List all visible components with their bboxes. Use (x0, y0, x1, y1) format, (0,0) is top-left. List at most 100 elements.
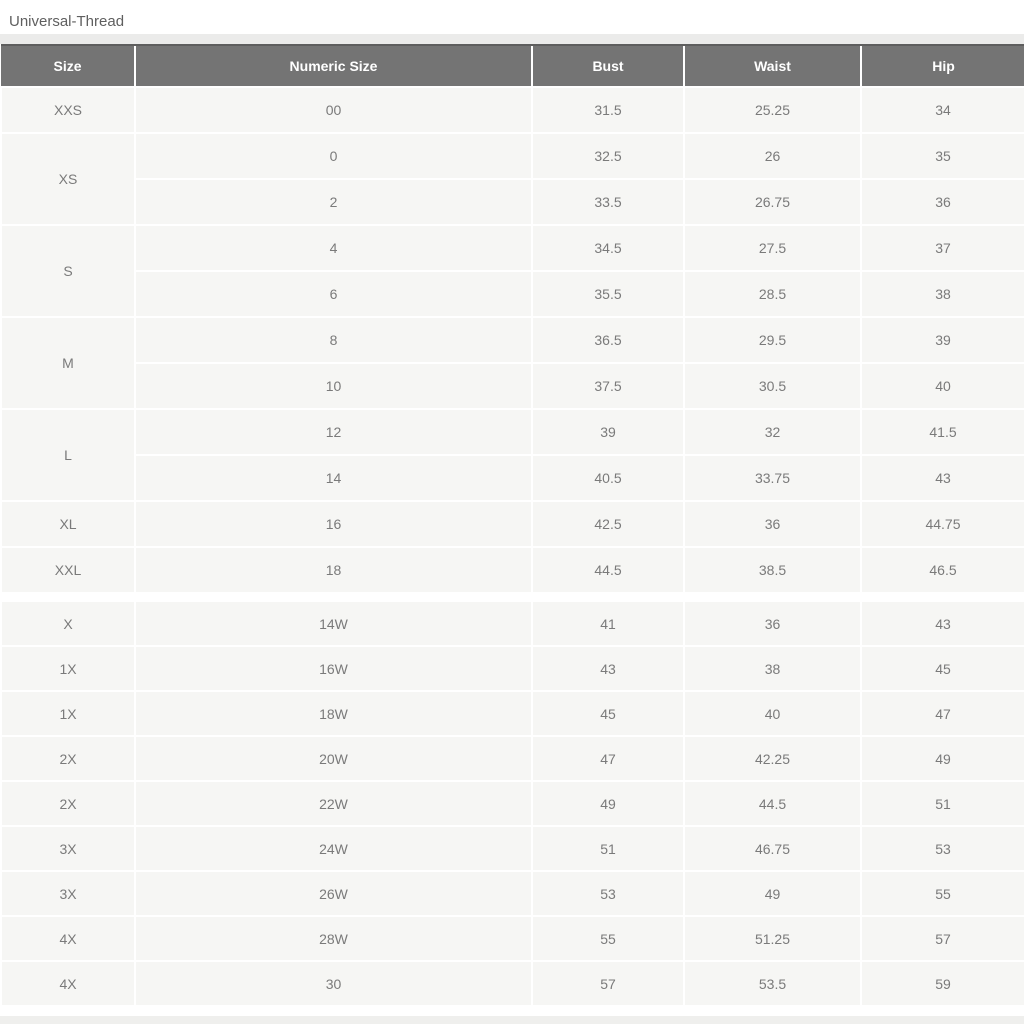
bust-cell: 43 (531, 645, 685, 692)
numeric-size-cell: 22W (134, 780, 533, 827)
page-title: Universal-Thread (9, 13, 125, 30)
hip-cell: 39 (860, 316, 1024, 364)
waist-cell: 46.75 (683, 825, 862, 872)
waist-cell: 30.5 (683, 362, 862, 410)
bust-cell: 42.5 (531, 500, 685, 548)
hip-cell: 55 (860, 870, 1024, 917)
waist-cell: 32 (683, 408, 862, 456)
size-label-cell: 3X (0, 870, 136, 917)
bust-cell: 34.5 (531, 224, 685, 272)
waist-cell: 26.75 (683, 178, 862, 226)
bust-cell: 57 (531, 960, 685, 1007)
table-row: XL 16 42.5 36 44.75 (0, 500, 1024, 548)
waist-cell: 40 (683, 690, 862, 737)
hip-cell: 34 (860, 86, 1024, 134)
size-label-cell: 1X (0, 645, 136, 692)
bust-cell: 41 (531, 600, 685, 647)
waist-cell: 38.5 (683, 546, 862, 594)
hip-cell: 59 (860, 960, 1024, 1007)
waist-cell: 27.5 (683, 224, 862, 272)
table-row: 6 35.5 28.5 38 (1, 270, 1024, 318)
table-row: XXL 18 44.5 38.5 46.5 (0, 546, 1024, 594)
size-label-cell: XXS (0, 86, 136, 134)
hip-cell: 43 (860, 454, 1024, 502)
hip-cell: 37 (860, 224, 1024, 272)
waist-cell: 44.5 (683, 780, 862, 827)
hip-cell: 40 (860, 362, 1024, 410)
table-row: 10 37.5 30.5 40 (1, 362, 1024, 410)
header-row: Size Numeric Size Bust Waist Hip (1, 44, 1024, 88)
waist-cell: 25.25 (683, 86, 862, 134)
hip-cell: 36 (860, 178, 1024, 226)
hip-cell: 44.75 (860, 500, 1024, 548)
size-label-cell: M (0, 316, 136, 410)
table-section-gap (0, 594, 1024, 600)
table-row: L 12 39 32 41.5 (0, 408, 1024, 502)
numeric-size-cell: 4 (134, 224, 533, 272)
numeric-size-cell: 8 (134, 316, 533, 364)
table-row: 1X 16W 43 38 45 (0, 645, 1024, 692)
numeric-size-cell: 18W (134, 690, 533, 737)
top-strip (0, 34, 1024, 44)
table-row: XXS 00 31.5 25.25 34 (0, 86, 1024, 134)
waist-cell: 26 (683, 132, 862, 180)
column-header-bust: Bust (531, 44, 684, 88)
size-label-cell: 2X (0, 735, 136, 782)
waist-cell: 28.5 (683, 270, 862, 318)
size-label-cell: S (0, 224, 136, 318)
numeric-size-cell: 26W (134, 870, 533, 917)
numeric-size-cell: 00 (134, 86, 533, 134)
bust-cell: 36.5 (531, 316, 685, 364)
numeric-size-cell: 30 (134, 960, 533, 1007)
bust-cell: 45 (531, 690, 685, 737)
hip-cell: 41.5 (860, 408, 1024, 456)
table-row: X 14W 41 36 43 (0, 600, 1024, 647)
waist-cell: 36 (683, 600, 862, 647)
hip-cell: 51 (860, 780, 1024, 827)
table-row: 4X 30 57 53.5 59 (0, 960, 1024, 1007)
table-row: 3X 24W 51 46.75 53 (0, 825, 1024, 872)
bust-cell: 40.5 (531, 454, 685, 502)
bust-cell: 31.5 (531, 86, 685, 134)
size-label-cell: XL (0, 500, 136, 548)
hip-cell: 53 (860, 825, 1024, 872)
size-label-cell: 2X (0, 780, 136, 827)
table-row: S 4 34.5 27.5 37 (0, 224, 1024, 318)
numeric-size-cell: 12 (134, 408, 533, 456)
waist-cell: 42.25 (683, 735, 862, 782)
size-table-misses: Size Numeric Size Bust Waist Hip XXS 00 31… (0, 44, 1024, 594)
table-row: 4X 28W 55 51.25 57 (0, 915, 1024, 962)
size-label-cell: 4X (0, 960, 136, 1007)
size-label-cell: 1X (0, 690, 136, 737)
hip-cell: 47 (860, 690, 1024, 737)
bust-cell: 39 (531, 408, 685, 456)
size-table-plus: X 14W 41 36 43 1X 16W 43 38 45 1X 18W 45 40 47 2X 20W 47 4… (0, 600, 1024, 1007)
size-label-cell: XS (0, 132, 136, 226)
numeric-size-cell: 16W (134, 645, 533, 692)
bust-cell: 35.5 (531, 270, 685, 318)
hip-cell: 45 (860, 645, 1024, 692)
numeric-size-cell: 24W (134, 825, 533, 872)
table-row: 2X 22W 49 44.5 51 (0, 780, 1024, 827)
size-label-cell: XXL (0, 546, 136, 594)
numeric-size-cell: 0 (134, 132, 533, 180)
hip-cell: 43 (860, 600, 1024, 647)
numeric-size-cell: 28W (134, 915, 533, 962)
table-row: 2X 20W 47 42.25 49 (0, 735, 1024, 782)
waist-cell: 38 (683, 645, 862, 692)
bust-cell: 44.5 (531, 546, 685, 594)
numeric-size-cell: 16 (134, 500, 533, 548)
column-header-numeric-size: Numeric Size (134, 44, 532, 88)
numeric-size-cell: 18 (134, 546, 533, 594)
hip-cell: 49 (860, 735, 1024, 782)
table-row: M 8 36.5 29.5 39 (0, 316, 1024, 410)
table-row: 1X 18W 45 40 47 (0, 690, 1024, 737)
bust-cell: 53 (531, 870, 685, 917)
numeric-size-cell: 14 (134, 454, 533, 502)
bust-cell: 49 (531, 780, 685, 827)
size-label-cell: 4X (0, 915, 136, 962)
hip-cell: 57 (860, 915, 1024, 962)
column-header-size: Size (1, 44, 135, 88)
size-label-cell: X (0, 600, 136, 647)
